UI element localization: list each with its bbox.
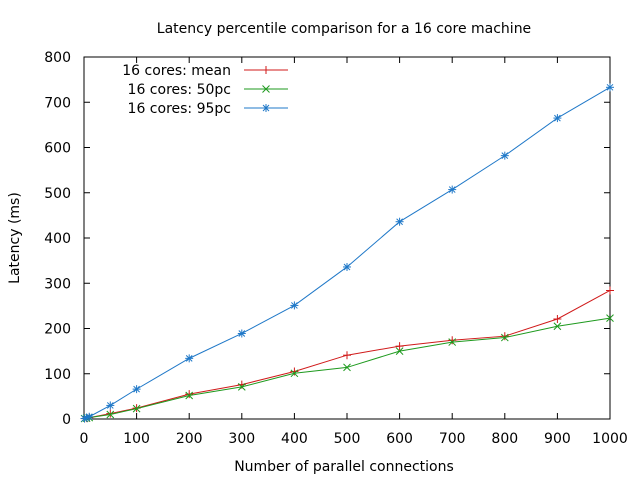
data-point: [500, 333, 509, 342]
series-line: [84, 86, 611, 420]
data-point: [448, 185, 457, 194]
data-point: [606, 286, 614, 295]
data-point: [448, 338, 457, 346]
data-point: [500, 151, 509, 160]
y-tick-label: 700: [44, 95, 71, 111]
x-tick-label: 700: [439, 431, 466, 447]
data-point: [237, 383, 246, 391]
x-tick-label: 300: [228, 431, 255, 447]
data-point: [553, 322, 562, 331]
x-tick-label: 600: [386, 431, 413, 447]
data-point: [132, 404, 141, 413]
data-point: [106, 410, 115, 419]
x-tick-label: 100: [123, 431, 150, 447]
data-point: [106, 401, 115, 410]
data-point: [395, 217, 404, 226]
x-tick-label: 0: [80, 431, 89, 447]
y-tick-label: 800: [44, 50, 71, 66]
data-point: [290, 301, 299, 310]
x-tick-label: 400: [281, 431, 308, 447]
data-point: [185, 390, 194, 399]
legend-marker: [262, 104, 270, 112]
data-point: [132, 385, 141, 394]
data-point: [448, 336, 457, 345]
y-tick-label: 400: [44, 231, 71, 247]
data-point: [343, 262, 351, 271]
chart-title: Latency percentile comparison for a 16 c…: [157, 21, 531, 37]
x-tick-label: 1000: [592, 431, 628, 447]
data-point: [343, 351, 351, 360]
data-point: [500, 332, 509, 341]
series-group: [80, 83, 614, 423]
y-tick-label: 600: [44, 141, 71, 157]
data-point: [290, 369, 299, 378]
data-point: [290, 367, 299, 376]
legend-label: 16 cores: 50pc: [128, 82, 231, 98]
y-tick-label: 0: [62, 412, 71, 428]
data-point: [606, 83, 614, 92]
x-tick-label: 500: [334, 431, 361, 447]
x-tick-label: 200: [176, 431, 203, 447]
data-point: [395, 347, 404, 355]
data-point: [185, 391, 194, 400]
legend-label: 16 cores: 95pc: [128, 101, 231, 117]
y-tick-label: 500: [44, 186, 71, 202]
x-axis-label: Number of parallel connections: [234, 459, 454, 475]
data-point: [553, 114, 562, 123]
y-tick-label: 300: [44, 276, 71, 292]
data-point: [395, 342, 404, 351]
legend-marker: [262, 85, 270, 93]
data-point: [237, 329, 246, 338]
data-point: [343, 363, 351, 372]
data-point: [185, 354, 194, 363]
legend-marker: [262, 66, 270, 74]
y-axis-label: Latency (ms): [7, 192, 23, 284]
axis-ticks: 0 100 200 300 400 500 600 700 800 900 1000 0 100 200 3…: [44, 50, 628, 447]
y-tick-label: 200: [44, 322, 71, 338]
data-point: [85, 412, 94, 421]
x-tick-label: 900: [544, 431, 571, 447]
data-point: [553, 314, 562, 323]
legend: 16 cores: mean 16 cores: 50pc 16 cores: 95…: [122, 63, 288, 117]
legend-label: 16 cores: mean: [122, 63, 231, 79]
data-point: [606, 314, 614, 322]
y-tick-label: 100: [44, 367, 71, 383]
x-tick-label: 800: [491, 431, 518, 447]
